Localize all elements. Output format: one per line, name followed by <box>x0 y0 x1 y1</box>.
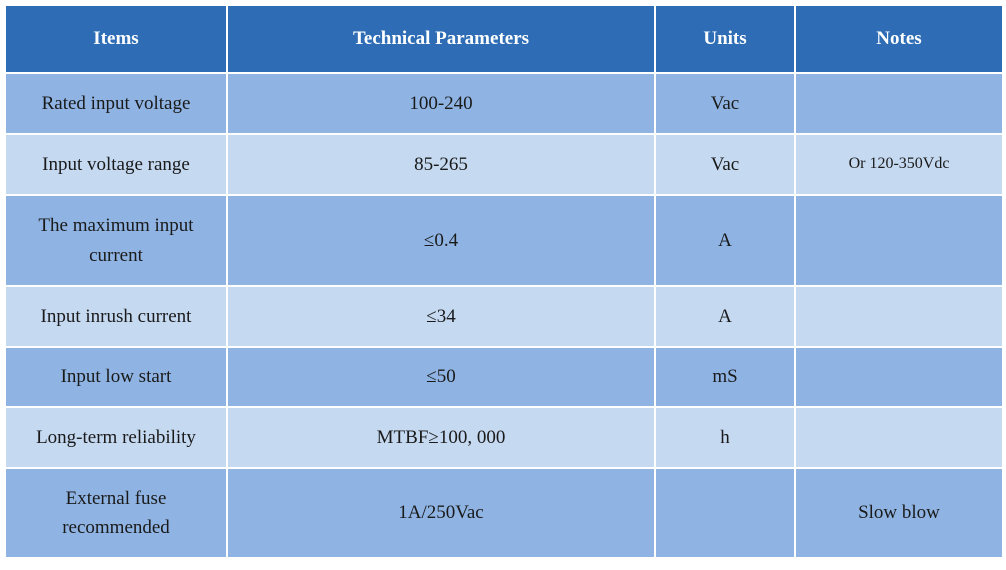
note-cell: Slow blow <box>794 467 1004 559</box>
item-cell: Input inrush current <box>4 285 228 348</box>
specs-table: Items Technical Parameters Units Notes R… <box>4 4 1004 559</box>
item-cell: Input low start <box>4 346 228 408</box>
note-cell <box>794 285 1004 348</box>
note-cell <box>794 72 1004 135</box>
header-technical-parameters: Technical Parameters <box>226 4 656 74</box>
unit-cell <box>654 467 796 559</box>
unit-cell: A <box>654 285 796 348</box>
item-cell: Long-term reliability <box>4 406 228 469</box>
item-cell: Input voltage range <box>4 133 228 196</box>
unit-cell: A <box>654 194 796 287</box>
parameter-cell: ≤50 <box>226 346 656 408</box>
item-cell: External fuse recommended <box>4 467 228 559</box>
note-cell <box>794 194 1004 287</box>
unit-cell: h <box>654 406 796 469</box>
item-cell: The maximum input current <box>4 194 228 287</box>
note-cell: Or 120-350Vdc <box>794 133 1004 196</box>
header-notes: Notes <box>794 4 1004 74</box>
parameter-cell: 1A/250Vac <box>226 467 656 559</box>
parameter-cell: ≤34 <box>226 285 656 348</box>
header-units: Units <box>654 4 796 74</box>
parameter-cell: MTBF≥100, 000 <box>226 406 656 469</box>
table-row: Input voltage range 85-265 Vac Or 120-35… <box>4 133 1004 196</box>
table-row: External fuse recommended 1A/250Vac Slow… <box>4 467 1004 559</box>
table-row: The maximum input current ≤0.4 A <box>4 194 1004 287</box>
item-cell: Rated input voltage <box>4 72 228 135</box>
parameter-cell: ≤0.4 <box>226 194 656 287</box>
note-cell <box>794 406 1004 469</box>
table-row: Input low start ≤50 mS <box>4 346 1004 408</box>
header-items: Items <box>4 4 228 74</box>
table-row: Rated input voltage 100-240 Vac <box>4 72 1004 135</box>
table-row: Long-term reliability MTBF≥100, 000 h <box>4 406 1004 469</box>
unit-cell: Vac <box>654 133 796 196</box>
note-cell <box>794 346 1004 408</box>
header-row: Items Technical Parameters Units Notes <box>4 4 1004 74</box>
parameter-cell: 85-265 <box>226 133 656 196</box>
parameter-cell: 100-240 <box>226 72 656 135</box>
unit-cell: mS <box>654 346 796 408</box>
table-row: Input inrush current ≤34 A <box>4 285 1004 348</box>
unit-cell: Vac <box>654 72 796 135</box>
